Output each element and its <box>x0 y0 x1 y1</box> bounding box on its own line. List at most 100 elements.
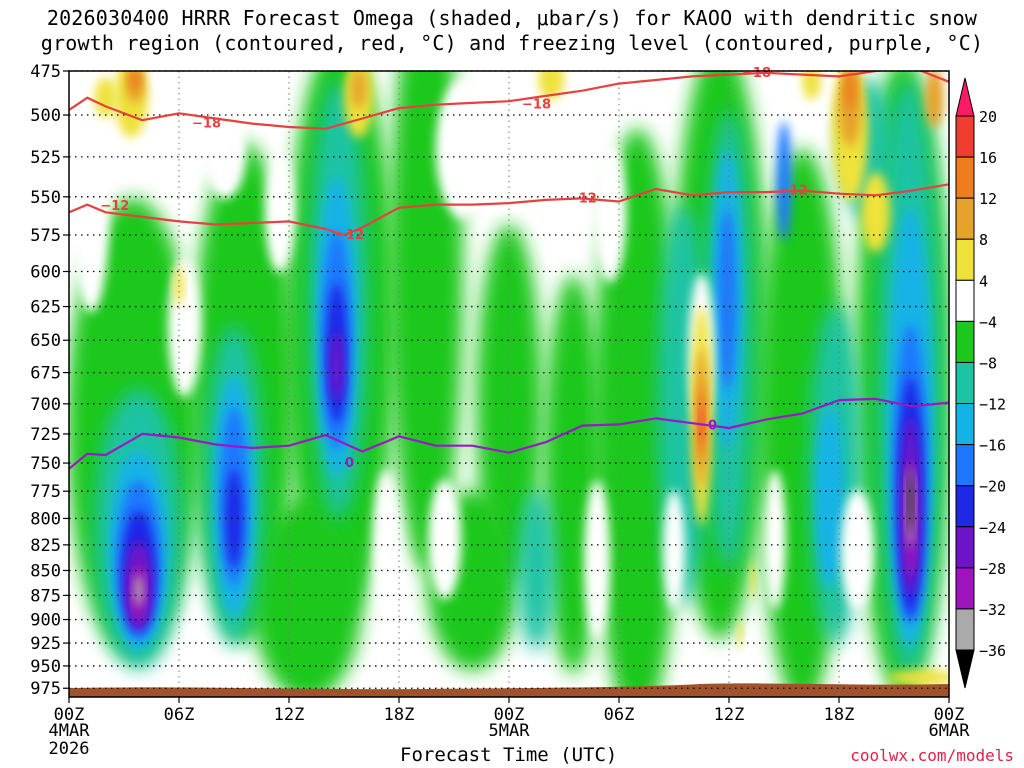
colorbar-min-arrow <box>955 649 975 689</box>
contour-label-0: −18 <box>192 117 221 132</box>
omega-cell-49 <box>584 480 610 641</box>
ytick-label-600: 600 <box>30 263 61 283</box>
colorbar-label-1: 16 <box>979 149 997 167</box>
colorbar-label-12: −32 <box>979 601 1006 619</box>
colorbar-box-7 <box>955 361 975 405</box>
xtick-label-0: 00Z <box>54 705 85 725</box>
xtick-label-48: 00Z <box>934 705 965 725</box>
xtick-year-0: 2026 <box>49 739 90 759</box>
xtick-label-30: 06Z <box>604 705 635 725</box>
ytick-label-650: 650 <box>30 331 61 351</box>
omega-cell-38 <box>330 331 344 402</box>
colorbar-box-3 <box>955 197 975 240</box>
xtick-label-42: 18Z <box>824 705 855 725</box>
ytick-label-775: 775 <box>30 482 61 502</box>
ytick-label-550: 550 <box>30 188 61 208</box>
omega-cell-58 <box>72 112 110 313</box>
colorbar-label-11: −28 <box>979 560 1006 578</box>
omega-cell-45 <box>168 256 201 397</box>
contour-label-4: −12 <box>335 228 364 243</box>
colorbar-label-5: −4 <box>979 313 997 331</box>
ytick-label-500: 500 <box>30 106 61 126</box>
colorbar-label-10: −24 <box>979 519 1006 537</box>
colorbar-max-arrow <box>955 77 975 117</box>
colorbar-label-3: 8 <box>979 231 988 249</box>
omega-cell-65 <box>129 71 141 90</box>
contour-0 <box>69 397 949 470</box>
omega-cell-77 <box>737 618 743 649</box>
ytick-label-700: 700 <box>30 395 61 415</box>
colorbar-label-8: −16 <box>979 437 1006 455</box>
xtick-date-48: 6MAR <box>929 721 971 741</box>
contour-label-1: −18 <box>522 98 551 113</box>
colorbar-box-5 <box>955 279 975 322</box>
contour-label-3: −12 <box>100 199 129 214</box>
colorbar-box-4 <box>955 238 975 281</box>
ytick-label-475: 475 <box>30 62 61 82</box>
x-axis-title: Forecast Time (UTC) <box>400 744 618 766</box>
colorbar-box-1 <box>955 115 975 158</box>
colorbar-box-6 <box>955 320 975 363</box>
chart-title-line-2: growth region (contoured, red, °C) and f… <box>40 31 984 55</box>
omega-cell-4 <box>476 223 542 584</box>
y-axis-pressure: 475 500 525 550 575 600 625 650 675 700 725 750 775 8… <box>30 62 69 699</box>
xtick-date-24: 5MAR <box>489 721 531 741</box>
ytick-label-575: 575 <box>30 226 61 246</box>
terrain-strip <box>69 683 949 697</box>
ytick-label-975: 975 <box>30 679 61 699</box>
omega-cell-55 <box>840 490 874 611</box>
omega-cell-52 <box>593 142 627 283</box>
omega-cell-26 <box>815 406 845 587</box>
colorbar-box-13 <box>955 608 975 651</box>
colorbar-box-2 <box>955 156 975 199</box>
omega-cell-73 <box>925 71 944 128</box>
omega-cell-20 <box>518 490 555 651</box>
colorbar-box-12 <box>955 567 975 610</box>
chart-title-line-1: 2026030400 HRRR Forecast Omega (shaded, … <box>46 6 978 30</box>
contour-label-5: −12 <box>568 191 597 206</box>
omega-cell-79 <box>94 77 117 118</box>
ytick-label-950: 950 <box>30 657 61 677</box>
omega-cell-78 <box>888 669 949 686</box>
contour--12 <box>69 183 949 237</box>
contour--18 <box>69 71 949 130</box>
omega-cell-57 <box>435 78 491 219</box>
contour-labels: −18 −18 −18 −12 −12 −12 −12 0 0 <box>100 66 807 471</box>
omega-cell-53 <box>485 88 552 209</box>
omega-cell-74 <box>802 71 821 100</box>
contour-label-6: −12 <box>779 184 808 199</box>
contour-label-8: 0 <box>708 419 717 434</box>
colorbar-box-11 <box>955 526 975 569</box>
omega-cell-72 <box>861 172 891 253</box>
contour-label-2: −18 <box>742 66 771 81</box>
colorbar-box-8 <box>955 403 975 446</box>
omega-cell-34 <box>225 468 243 569</box>
colorbar-label-13: −36 <box>979 642 1006 660</box>
credit-link[interactable]: coolwx.com/models <box>850 746 1014 765</box>
colorbar: 20 16 12 8 4 −4 −8 −12 −16 −20 −24 −28 −32 −36 <box>955 77 1006 689</box>
omega-cell-67 <box>351 71 366 109</box>
colorbar-label-9: −20 <box>979 478 1006 496</box>
omega-cell-42 <box>134 574 144 607</box>
contour-label-7: 0 <box>345 456 354 471</box>
ytick-label-725: 725 <box>30 425 61 445</box>
colorbar-label-2: 12 <box>979 190 997 208</box>
omega-cell-50 <box>663 490 685 611</box>
ytick-label-625: 625 <box>30 298 61 318</box>
omega-cell-47 <box>373 469 399 610</box>
ytick-label-925: 925 <box>30 634 61 654</box>
omega-cell-54 <box>763 469 786 610</box>
ytick-label-875: 875 <box>30 586 61 606</box>
omega-cell-71 <box>844 71 856 109</box>
omega-cell-32 <box>776 121 792 242</box>
colorbar-label-7: −12 <box>979 396 1006 414</box>
omega-cell-48 <box>428 479 462 600</box>
ytick-label-675: 675 <box>30 364 61 384</box>
omega-cell-44 <box>908 472 913 533</box>
ytick-label-525: 525 <box>30 148 61 168</box>
colorbar-label-0: 20 <box>979 108 997 126</box>
omega-cell-30 <box>718 209 737 390</box>
ytick-label-800: 800 <box>30 509 61 529</box>
omega-cell-76 <box>750 560 756 601</box>
